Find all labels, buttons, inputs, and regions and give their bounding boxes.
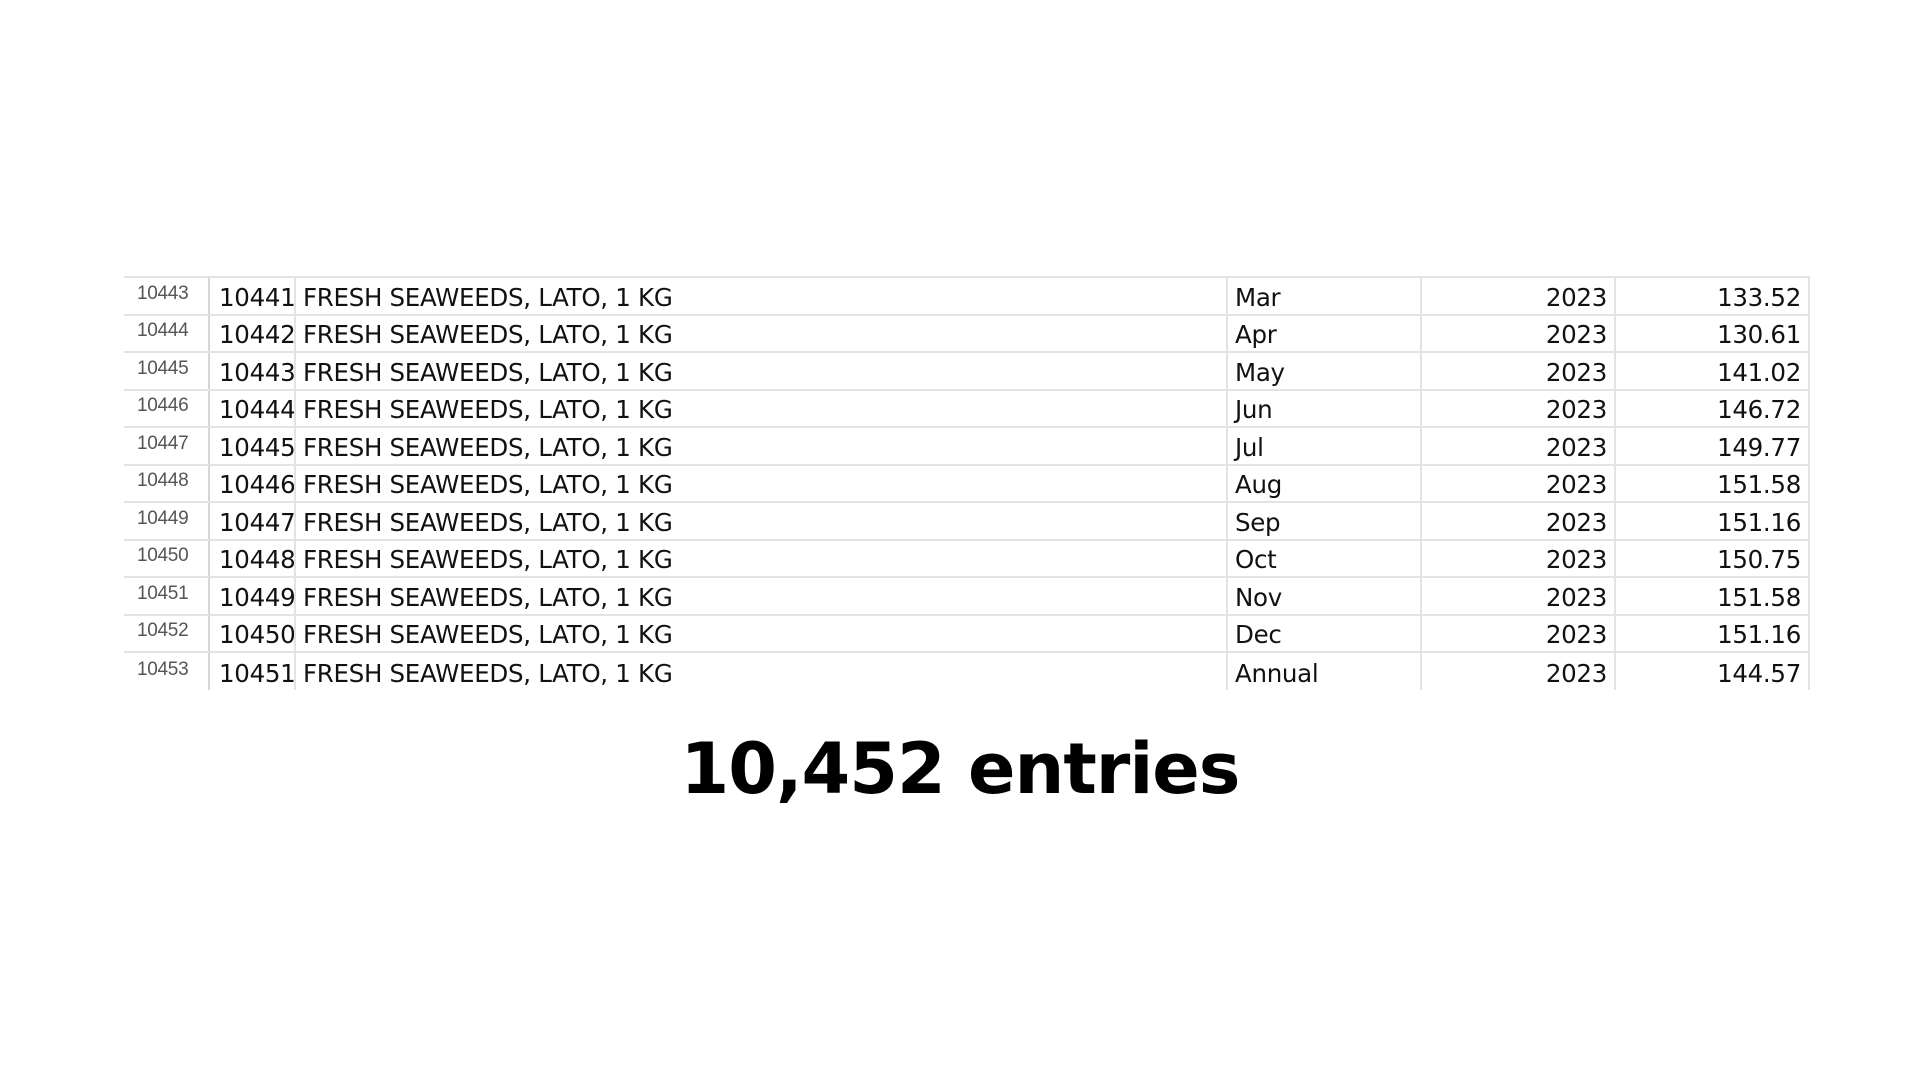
item-name-cell[interactable]: FRESH SEAWEEDS, LATO, 1 KG bbox=[296, 278, 1228, 314]
year-cell[interactable]: 2023 bbox=[1422, 540, 1616, 576]
row-number-header[interactable]: 10452 bbox=[124, 615, 210, 651]
row-number-header[interactable]: 10443 bbox=[124, 278, 210, 314]
item-name-cell[interactable]: FRESH SEAWEEDS, LATO, 1 KG bbox=[296, 390, 1228, 426]
month-cell[interactable]: Dec bbox=[1228, 615, 1422, 651]
item-name-cell[interactable]: FRESH SEAWEEDS, LATO, 1 KG bbox=[296, 578, 1228, 614]
month-cell[interactable]: Oct bbox=[1228, 540, 1422, 576]
month-cell[interactable]: Jul bbox=[1228, 428, 1422, 464]
price-cell[interactable]: 144.57 bbox=[1616, 653, 1810, 690]
row-number-header[interactable]: 10445 bbox=[124, 353, 210, 389]
month-cell[interactable]: Annual bbox=[1228, 653, 1422, 690]
id-cell[interactable]: 10451 bbox=[210, 653, 296, 690]
spreadsheet-row: 10443 10441 FRESH SEAWEEDS, LATO, 1 KG M… bbox=[124, 278, 1810, 316]
id-cell[interactable]: 10441 bbox=[210, 278, 296, 314]
year-cell[interactable]: 2023 bbox=[1422, 653, 1616, 690]
id-cell[interactable]: 10442 bbox=[210, 315, 296, 351]
item-name-cell[interactable]: FRESH SEAWEEDS, LATO, 1 KG bbox=[296, 465, 1228, 501]
id-cell[interactable]: 10448 bbox=[210, 540, 296, 576]
row-number-header[interactable]: 10446 bbox=[124, 390, 210, 426]
year-cell[interactable]: 2023 bbox=[1422, 428, 1616, 464]
price-cell[interactable]: 146.72 bbox=[1616, 390, 1810, 426]
price-cell[interactable]: 133.52 bbox=[1616, 278, 1810, 314]
item-name-cell[interactable]: FRESH SEAWEEDS, LATO, 1 KG bbox=[296, 653, 1228, 690]
year-cell[interactable]: 2023 bbox=[1422, 578, 1616, 614]
row-number-header[interactable]: 10448 bbox=[124, 465, 210, 501]
month-cell[interactable]: Apr bbox=[1228, 315, 1422, 351]
row-number-header[interactable]: 10447 bbox=[124, 428, 210, 464]
price-cell[interactable]: 130.61 bbox=[1616, 315, 1810, 351]
year-cell[interactable]: 2023 bbox=[1422, 390, 1616, 426]
spreadsheet-row: 10451 10449 FRESH SEAWEEDS, LATO, 1 KG N… bbox=[124, 578, 1810, 616]
id-cell[interactable]: 10447 bbox=[210, 503, 296, 539]
id-cell[interactable]: 10450 bbox=[210, 615, 296, 651]
year-cell[interactable]: 2023 bbox=[1422, 503, 1616, 539]
price-cell[interactable]: 151.16 bbox=[1616, 503, 1810, 539]
row-number-header[interactable]: 10444 bbox=[124, 315, 210, 351]
month-cell[interactable]: May bbox=[1228, 353, 1422, 389]
spreadsheet-row: 10448 10446 FRESH SEAWEEDS, LATO, 1 KG A… bbox=[124, 465, 1810, 503]
item-name-cell[interactable]: FRESH SEAWEEDS, LATO, 1 KG bbox=[296, 540, 1228, 576]
row-number-header[interactable]: 10449 bbox=[124, 503, 210, 539]
price-cell[interactable]: 149.77 bbox=[1616, 428, 1810, 464]
month-cell[interactable]: Mar bbox=[1228, 278, 1422, 314]
item-name-cell[interactable]: FRESH SEAWEEDS, LATO, 1 KG bbox=[296, 503, 1228, 539]
item-name-cell[interactable]: FRESH SEAWEEDS, LATO, 1 KG bbox=[296, 428, 1228, 464]
item-name-cell[interactable]: FRESH SEAWEEDS, LATO, 1 KG bbox=[296, 615, 1228, 651]
price-cell[interactable]: 151.16 bbox=[1616, 615, 1810, 651]
month-cell[interactable]: Nov bbox=[1228, 578, 1422, 614]
price-cell[interactable]: 151.58 bbox=[1616, 465, 1810, 501]
spreadsheet-row: 10447 10445 FRESH SEAWEEDS, LATO, 1 KG J… bbox=[124, 428, 1810, 466]
price-cell[interactable]: 150.75 bbox=[1616, 540, 1810, 576]
id-cell[interactable]: 10446 bbox=[210, 465, 296, 501]
row-number-header[interactable]: 10450 bbox=[124, 540, 210, 576]
spreadsheet-row: 10445 10443 FRESH SEAWEEDS, LATO, 1 KG M… bbox=[124, 353, 1810, 391]
year-cell[interactable]: 2023 bbox=[1422, 615, 1616, 651]
item-name-cell[interactable]: FRESH SEAWEEDS, LATO, 1 KG bbox=[296, 353, 1228, 389]
price-cell[interactable]: 141.02 bbox=[1616, 353, 1810, 389]
month-cell[interactable]: Aug bbox=[1228, 465, 1422, 501]
spreadsheet-row: 10452 10450 FRESH SEAWEEDS, LATO, 1 KG D… bbox=[124, 615, 1810, 653]
spreadsheet-grid: 10443 10441 FRESH SEAWEEDS, LATO, 1 KG M… bbox=[124, 276, 1810, 690]
id-cell[interactable]: 10449 bbox=[210, 578, 296, 614]
id-cell[interactable]: 10443 bbox=[210, 353, 296, 389]
spreadsheet-row: 10450 10448 FRESH SEAWEEDS, LATO, 1 KG O… bbox=[124, 540, 1810, 578]
id-cell[interactable]: 10444 bbox=[210, 390, 296, 426]
year-cell[interactable]: 2023 bbox=[1422, 465, 1616, 501]
spreadsheet-row: 10446 10444 FRESH SEAWEEDS, LATO, 1 KG J… bbox=[124, 390, 1810, 428]
month-cell[interactable]: Jun bbox=[1228, 390, 1422, 426]
item-name-cell[interactable]: FRESH SEAWEEDS, LATO, 1 KG bbox=[296, 315, 1228, 351]
spreadsheet-row: 10444 10442 FRESH SEAWEEDS, LATO, 1 KG A… bbox=[124, 315, 1810, 353]
year-cell[interactable]: 2023 bbox=[1422, 278, 1616, 314]
spreadsheet-row: 10449 10447 FRESH SEAWEEDS, LATO, 1 KG S… bbox=[124, 503, 1810, 541]
year-cell[interactable]: 2023 bbox=[1422, 315, 1616, 351]
entries-count-headline: 10,452 entries bbox=[680, 728, 1241, 810]
id-cell[interactable]: 10445 bbox=[210, 428, 296, 464]
year-cell[interactable]: 2023 bbox=[1422, 353, 1616, 389]
month-cell[interactable]: Sep bbox=[1228, 503, 1422, 539]
spreadsheet-row: 10453 10451 FRESH SEAWEEDS, LATO, 1 KG A… bbox=[124, 653, 1810, 690]
price-cell[interactable]: 151.58 bbox=[1616, 578, 1810, 614]
row-number-header[interactable]: 10453 bbox=[124, 653, 210, 690]
row-number-header[interactable]: 10451 bbox=[124, 578, 210, 614]
